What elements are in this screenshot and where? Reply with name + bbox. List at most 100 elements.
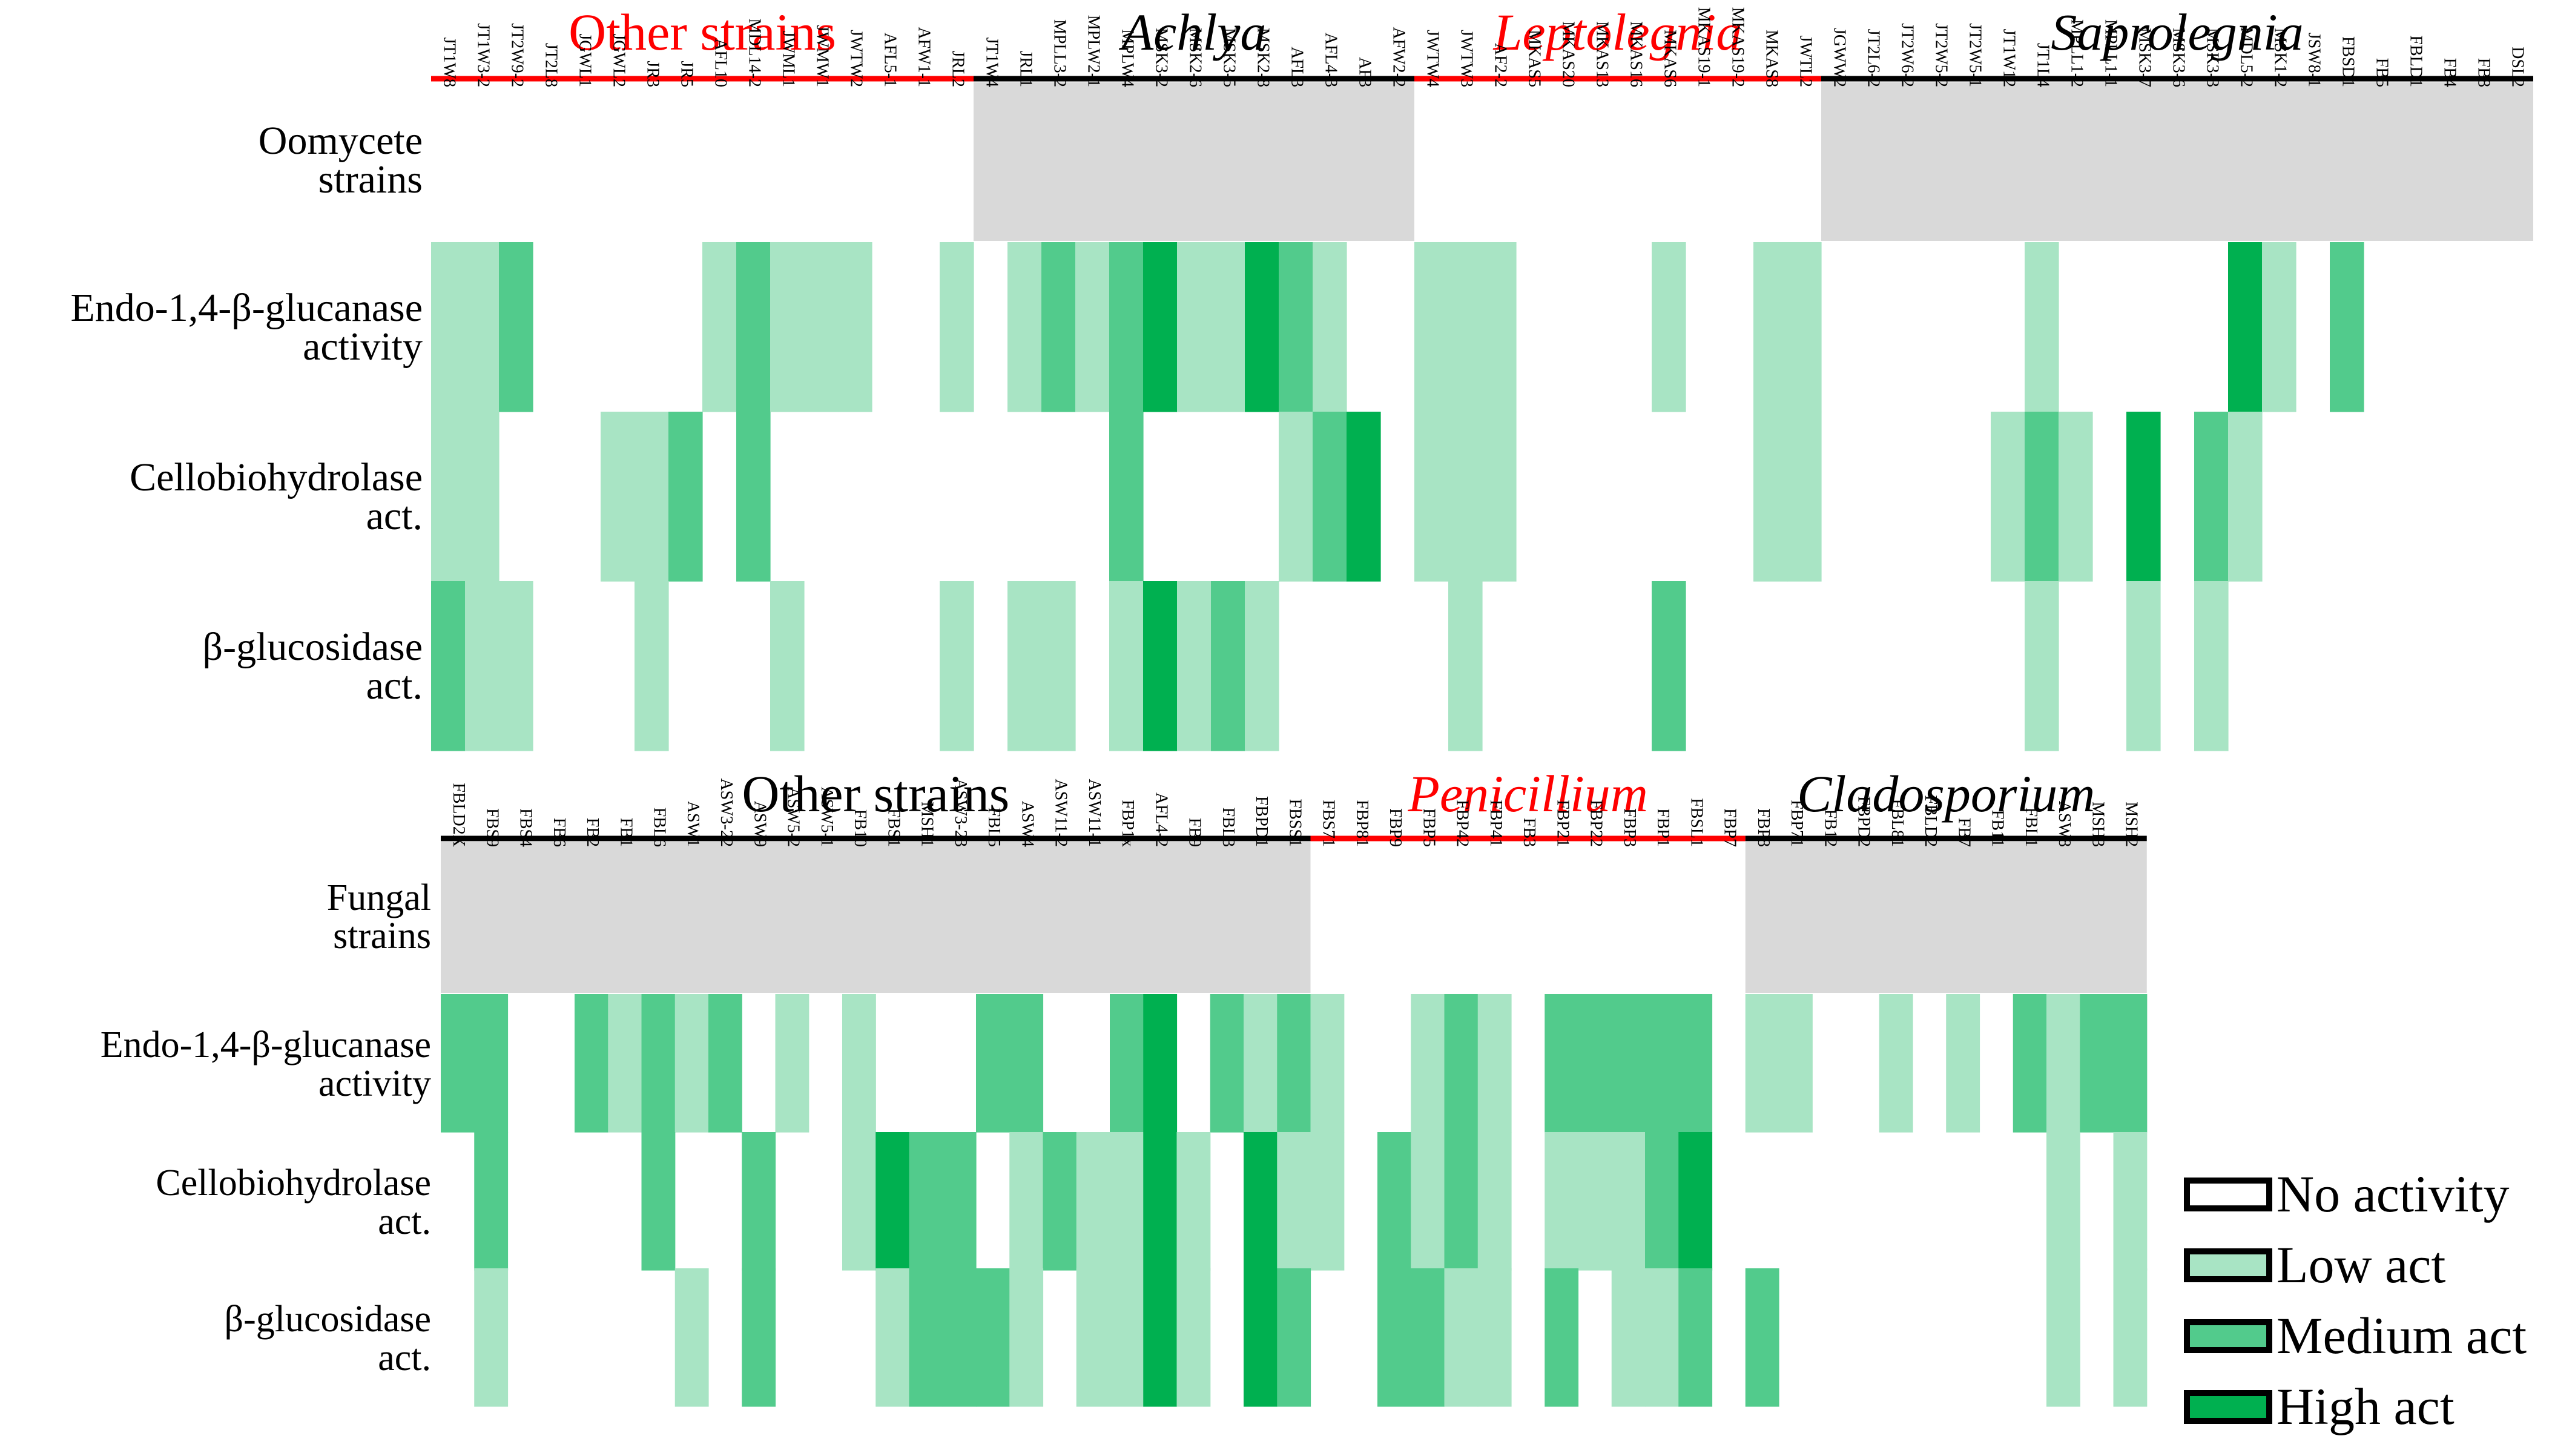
heatmap-cell xyxy=(2228,412,2263,582)
strain-label: FB5 xyxy=(2373,58,2392,87)
strain-label: AFW1-1 xyxy=(915,27,934,87)
heatmap-cell xyxy=(1109,581,1144,751)
strain-header-label: strains xyxy=(318,157,423,202)
group-title: Other strains xyxy=(569,3,836,61)
legend-label: Medium act xyxy=(2277,1306,2527,1365)
strain-label: FB4 xyxy=(2441,58,2459,87)
legend-swatch xyxy=(2184,1178,2272,1211)
strain-label: MKAS20 xyxy=(1559,21,1578,87)
strain-label: JT1L4 xyxy=(2034,43,2052,87)
heatmap-cell xyxy=(702,242,737,412)
heatmap-cell xyxy=(2330,242,2364,412)
strain-label: JT2W5-1 xyxy=(1966,23,1985,87)
heatmap-cell xyxy=(1946,994,1980,1133)
legend-swatch xyxy=(2184,1319,2272,1353)
strain-label: MSK1-2 xyxy=(2271,28,2290,87)
heatmap-cell xyxy=(1377,1268,1411,1407)
heatmap-cell xyxy=(838,242,872,412)
group-title: Saprolegnia xyxy=(2051,3,2303,61)
strain-label: MSK3-3 xyxy=(2203,28,2222,87)
heatmap-cell xyxy=(1611,994,1646,1133)
heatmap-cell xyxy=(736,412,771,582)
heatmap-cell xyxy=(1444,994,1479,1133)
heatmap-cell xyxy=(875,1268,910,1407)
heatmap-cell xyxy=(1678,994,1713,1133)
heatmap-cell xyxy=(1041,242,1076,412)
heatmap-cell xyxy=(601,412,635,582)
strain-label: FBL5 xyxy=(984,808,1003,847)
heatmap-cell xyxy=(465,242,500,412)
heatmap-cell xyxy=(2113,994,2148,1133)
heatmap-cell xyxy=(1611,1268,1646,1407)
heatmap-cell xyxy=(1244,1268,1278,1407)
heatmap-cell xyxy=(875,1132,910,1271)
heatmap-cell xyxy=(1482,412,1517,582)
heatmap-cell xyxy=(1448,581,1483,751)
heatmap-cell xyxy=(1678,1268,1713,1407)
strain-label: FB8 xyxy=(2474,58,2493,87)
strain-label: FBSD1 xyxy=(2339,36,2358,87)
heatmap-cell xyxy=(2046,1132,2080,1271)
strain-label: FBLD2X xyxy=(449,783,468,847)
group-header-shade xyxy=(1821,82,2533,241)
heatmap-cell xyxy=(1611,1132,1646,1271)
heatmap-cell xyxy=(2126,581,2161,751)
strain-label: FB10 xyxy=(851,809,869,847)
heatmap-cell xyxy=(2080,994,2114,1133)
heatmap-cell xyxy=(1545,1132,1579,1271)
strain-label: JT2L6-2 xyxy=(1864,29,1883,87)
strain-label: ASW4 xyxy=(1018,801,1037,847)
strain-label: MSK3-2 xyxy=(1152,28,1171,87)
strain-label: FBPD2 xyxy=(1855,796,1873,847)
heatmap-cell xyxy=(1143,1268,1178,1407)
strain-label: FB7 xyxy=(1954,818,1973,847)
heatmap-cell xyxy=(1313,412,1347,582)
heatmap-cell xyxy=(499,242,533,412)
heatmap-cell xyxy=(1678,1132,1713,1271)
strain-label: FB9 xyxy=(1185,818,1204,847)
heatmap-cell xyxy=(641,994,676,1133)
heatmap-cell xyxy=(2194,581,2229,751)
strain-label: FBSL1 xyxy=(1687,798,1706,847)
heatmap-cell xyxy=(1377,1132,1411,1271)
heatmap-cell xyxy=(1745,994,1779,1133)
heatmap-cell xyxy=(2013,994,2047,1133)
heatmap-cell xyxy=(842,1132,876,1271)
heatmap-cell xyxy=(1075,242,1110,412)
strain-label: JT1W12 xyxy=(2000,29,2019,87)
heatmap-cell xyxy=(1411,1268,1445,1407)
heatmap-cell xyxy=(1245,581,1279,751)
strain-label: ASW3-22 xyxy=(717,778,736,847)
heatmap-cell xyxy=(1313,242,1347,412)
heatmap-cell xyxy=(465,412,500,582)
group-saprolegnia: Saprolegnia JGWW2 JT2L6-2 JT2W6-2 JT2W5-2 JT2… xyxy=(1821,3,2533,241)
heatmap-cell xyxy=(1279,412,1313,582)
heatmap-cell xyxy=(1244,1132,1278,1271)
heatmap-cell xyxy=(1745,1268,1779,1407)
heatmap-cell xyxy=(1645,1268,1679,1407)
row-label: activity xyxy=(318,1063,431,1104)
heatmap-cell xyxy=(2228,242,2263,412)
heatmap-cell xyxy=(608,994,642,1133)
heatmap-cell xyxy=(474,1132,509,1271)
legend-label: Low act xyxy=(2277,1236,2445,1294)
strain-label: JWML1 xyxy=(779,31,798,87)
strain-label: MSH3 xyxy=(2088,802,2107,847)
heatmap-cell xyxy=(775,994,809,1133)
heatmap-cell xyxy=(976,994,1010,1133)
heatmap-cell xyxy=(1991,412,2025,582)
heatmap-cell xyxy=(1009,994,1044,1133)
strain-label: MSH1 xyxy=(918,802,937,847)
heatmap-cell xyxy=(909,1268,943,1407)
strain-label: MPLL1-2 xyxy=(2068,19,2086,87)
heatmap-cell xyxy=(1779,994,1813,1133)
heatmap-cells xyxy=(441,994,2148,1407)
strain-label: FB1 xyxy=(616,818,635,847)
heatmap-cell xyxy=(1109,412,1144,582)
heatmap-cell xyxy=(1448,242,1483,412)
heatmap-cell xyxy=(2194,412,2229,582)
strain-label: MKAS8 xyxy=(1762,30,1781,87)
heatmap-cell xyxy=(1753,412,1788,582)
heatmap-cell xyxy=(804,242,839,412)
strain-label: JSW8-1 xyxy=(2305,33,2324,87)
